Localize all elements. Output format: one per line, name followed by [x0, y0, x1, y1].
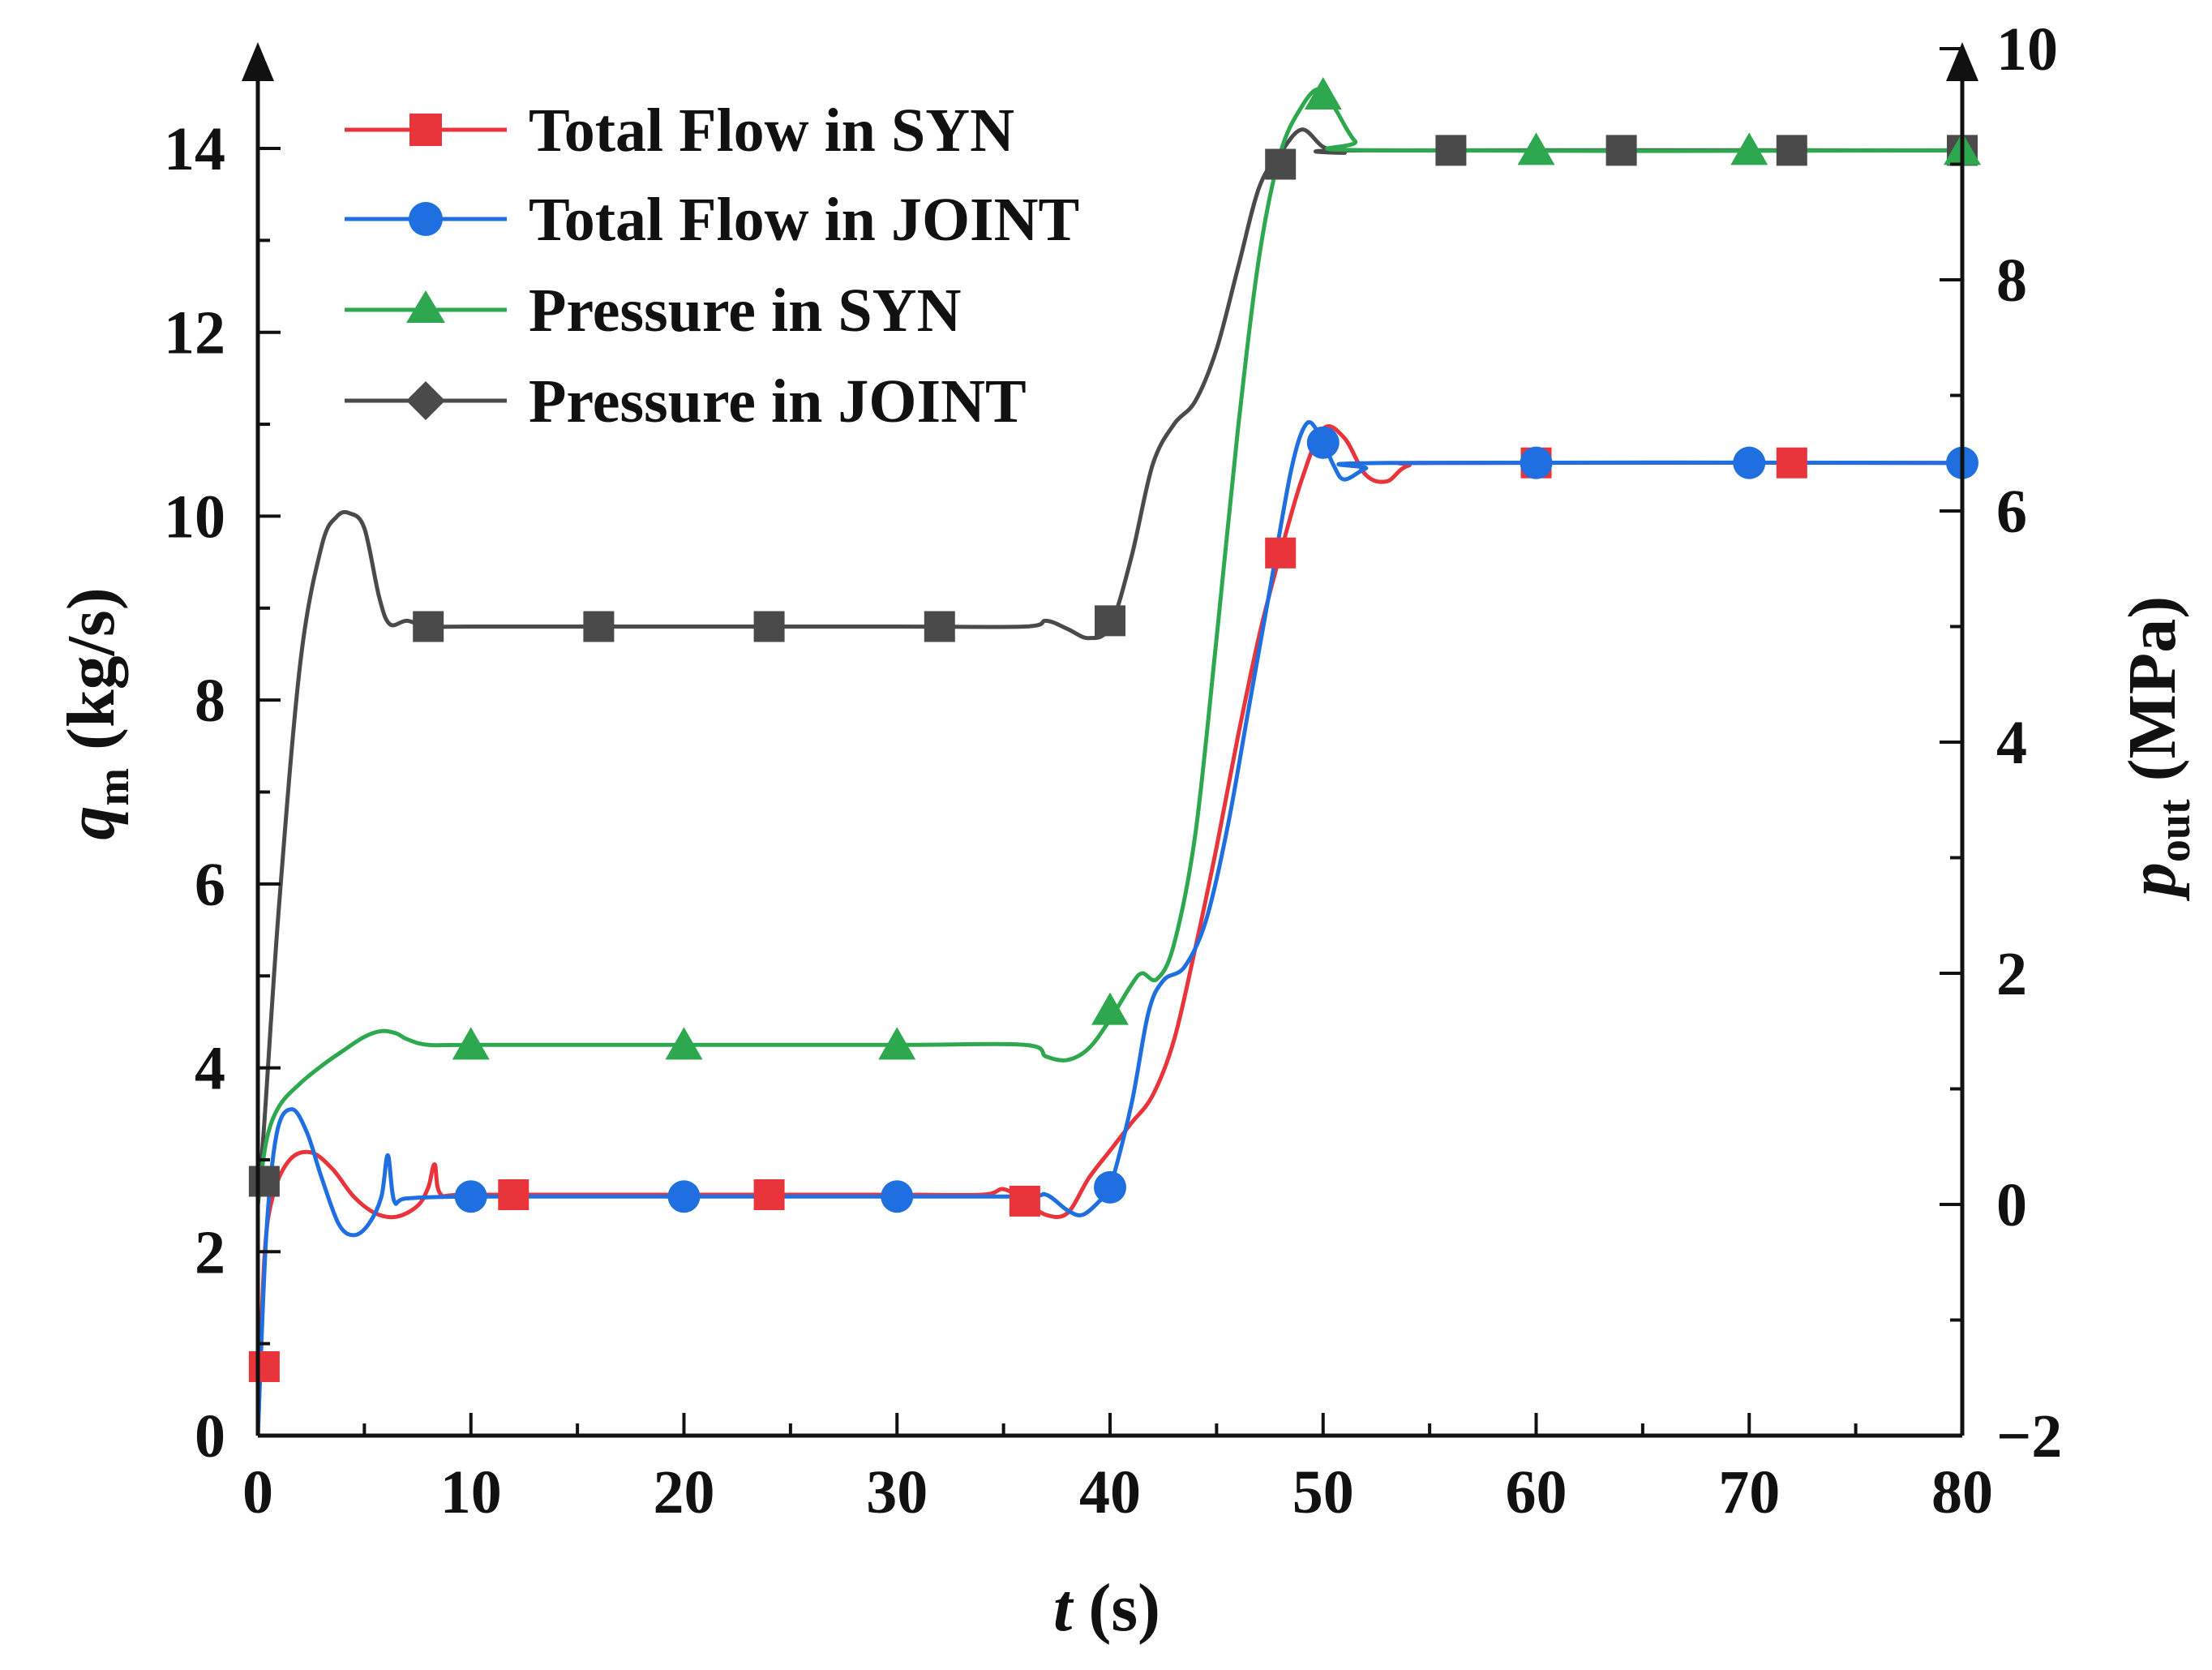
x-tick-label: 40 [1079, 1458, 1141, 1526]
y-left-tick-label: 14 [164, 115, 225, 183]
data-point-total-flow-in-joint-5 [1520, 446, 1553, 479]
ticks: 0 10 20 30 40 50 60 70 80 0 2 4 6 8 10 12 14 −2 0 2 4 6 8 10 [164, 15, 2062, 1526]
x-axis-title: t (s) [1053, 1570, 1160, 1646]
y-left-tick-label: 2 [195, 1218, 225, 1286]
y-left-tick-label: 4 [195, 1035, 225, 1103]
y-left-tick-label: 8 [195, 667, 225, 735]
y-left-tick-label: 12 [164, 299, 225, 367]
y-right-axis-title-sub: out [2150, 799, 2200, 862]
x-axis-title-var: t [1053, 1570, 1074, 1646]
plot-markers [248, 77, 1981, 1382]
data-point-total-flow-in-joint-0 [454, 1180, 487, 1213]
data-point-pressure-in-joint-8 [1605, 135, 1637, 166]
data-point-pressure-in-joint-1 [413, 611, 444, 642]
y-left-tick-label: 0 [195, 1402, 225, 1470]
y-right-tick-label: −2 [1996, 1402, 2062, 1470]
series-line-total-flow-in-syn [255, 424, 1963, 1436]
x-tick-label: 10 [440, 1458, 502, 1526]
legend-marker-square [409, 114, 442, 146]
x-tick-label: 60 [1506, 1458, 1567, 1526]
data-point-total-flow-in-syn-2 [753, 1179, 785, 1211]
legend-label-total-flow-syn: Total Flow in SYN [529, 97, 1014, 165]
data-point-pressure-in-joint-4 [924, 611, 955, 642]
plot-lines [255, 87, 1963, 1436]
data-point-pressure-in-syn-1 [665, 1027, 703, 1060]
series-line-pressure-in-joint [255, 127, 1963, 1205]
x-tick-label: 0 [242, 1458, 273, 1526]
data-point-pressure-in-syn-5 [1517, 132, 1555, 165]
x-tick-label: 80 [1931, 1458, 1993, 1526]
data-point-pressure-in-joint-6 [1265, 148, 1297, 180]
legend-marker-triangle [406, 290, 445, 323]
data-point-pressure-in-joint-0 [248, 1166, 280, 1197]
legend-marker-circle [409, 202, 443, 236]
data-point-total-flow-in-syn-6 [1776, 447, 1807, 479]
y-right-tick-label: 8 [1996, 247, 2027, 315]
y-right-tick-label: 6 [1996, 478, 2027, 546]
y-left-tick-label: 6 [195, 851, 225, 919]
series-line-pressure-in-syn [255, 87, 1963, 1205]
x-tick-label: 30 [866, 1458, 928, 1526]
data-point-pressure-in-joint-2 [583, 611, 615, 642]
y-right-tick-label: 2 [1996, 940, 2027, 1008]
data-point-total-flow-in-syn-3 [1009, 1185, 1040, 1217]
x-axis-title-unit: (s) [1088, 1570, 1160, 1646]
data-point-total-flow-in-joint-4 [1306, 426, 1340, 459]
data-point-pressure-in-syn-0 [452, 1027, 490, 1060]
legend-item-pressure-syn: Pressure in SYN [345, 277, 961, 345]
data-point-pressure-in-joint-9 [1776, 135, 1807, 166]
data-point-pressure-in-syn-2 [878, 1027, 916, 1060]
legend-label-pressure-syn: Pressure in SYN [529, 277, 961, 345]
legend-marker-diamond [406, 381, 445, 420]
y-right-axis-arrow-icon [1946, 42, 1978, 81]
y-left-axis-title-sub: m [88, 768, 139, 806]
series-line-total-flow-in-joint [255, 420, 1963, 1436]
y-left-tick-label: 10 [164, 483, 225, 551]
data-point-pressure-in-syn-3 [1091, 992, 1129, 1025]
y-right-tick-label: 4 [1996, 709, 2027, 777]
data-point-pressure-in-joint-5 [1095, 605, 1125, 637]
y-right-axis-title: pout (MPa) [2115, 596, 2200, 901]
y-right-axis-title-var: p [2115, 862, 2190, 901]
data-point-total-flow-in-joint-6 [1733, 446, 1766, 479]
x-tick-label: 50 [1292, 1458, 1354, 1526]
y-left-axis-title-var: q [54, 806, 129, 840]
legend-label-pressure-joint: Pressure in JOINT [529, 367, 1027, 436]
y-left-axis-title-unit: (kg/s) [54, 587, 129, 750]
data-point-pressure-in-syn-4 [1304, 77, 1342, 109]
data-point-total-flow-in-syn-1 [498, 1179, 529, 1211]
legend-item-total-flow-syn: Total Flow in SYN [345, 97, 1014, 165]
legend: Total Flow in SYN Total Flow in JOINT Pr… [345, 97, 1079, 436]
data-point-pressure-in-syn-6 [1730, 132, 1768, 165]
data-point-total-flow-in-joint-1 [667, 1180, 701, 1213]
x-tick-label: 70 [1718, 1458, 1780, 1526]
data-point-pressure-in-joint-7 [1435, 135, 1467, 166]
y-right-tick-label: 0 [1996, 1171, 2027, 1239]
legend-item-pressure-joint: Pressure in JOINT [345, 367, 1027, 436]
data-point-total-flow-in-joint-2 [881, 1180, 914, 1213]
y-left-axis-arrow-icon [242, 42, 274, 81]
y-right-axis-title-unit: (MPa) [2115, 596, 2190, 782]
data-point-total-flow-in-joint-3 [1094, 1170, 1126, 1204]
legend-item-total-flow-joint: Total Flow in JOINT [345, 186, 1079, 254]
legend-label-total-flow-joint: Total Flow in JOINT [529, 186, 1079, 254]
axes [242, 42, 1978, 1438]
data-point-total-flow-in-syn-0 [248, 1350, 280, 1382]
data-point-total-flow-in-syn-4 [1265, 537, 1297, 569]
x-tick-label: 20 [654, 1458, 715, 1526]
data-point-pressure-in-joint-3 [753, 611, 785, 642]
y-right-tick-label: 10 [1996, 15, 2058, 84]
y-left-axis-title: qm (kg/s) [54, 587, 139, 839]
